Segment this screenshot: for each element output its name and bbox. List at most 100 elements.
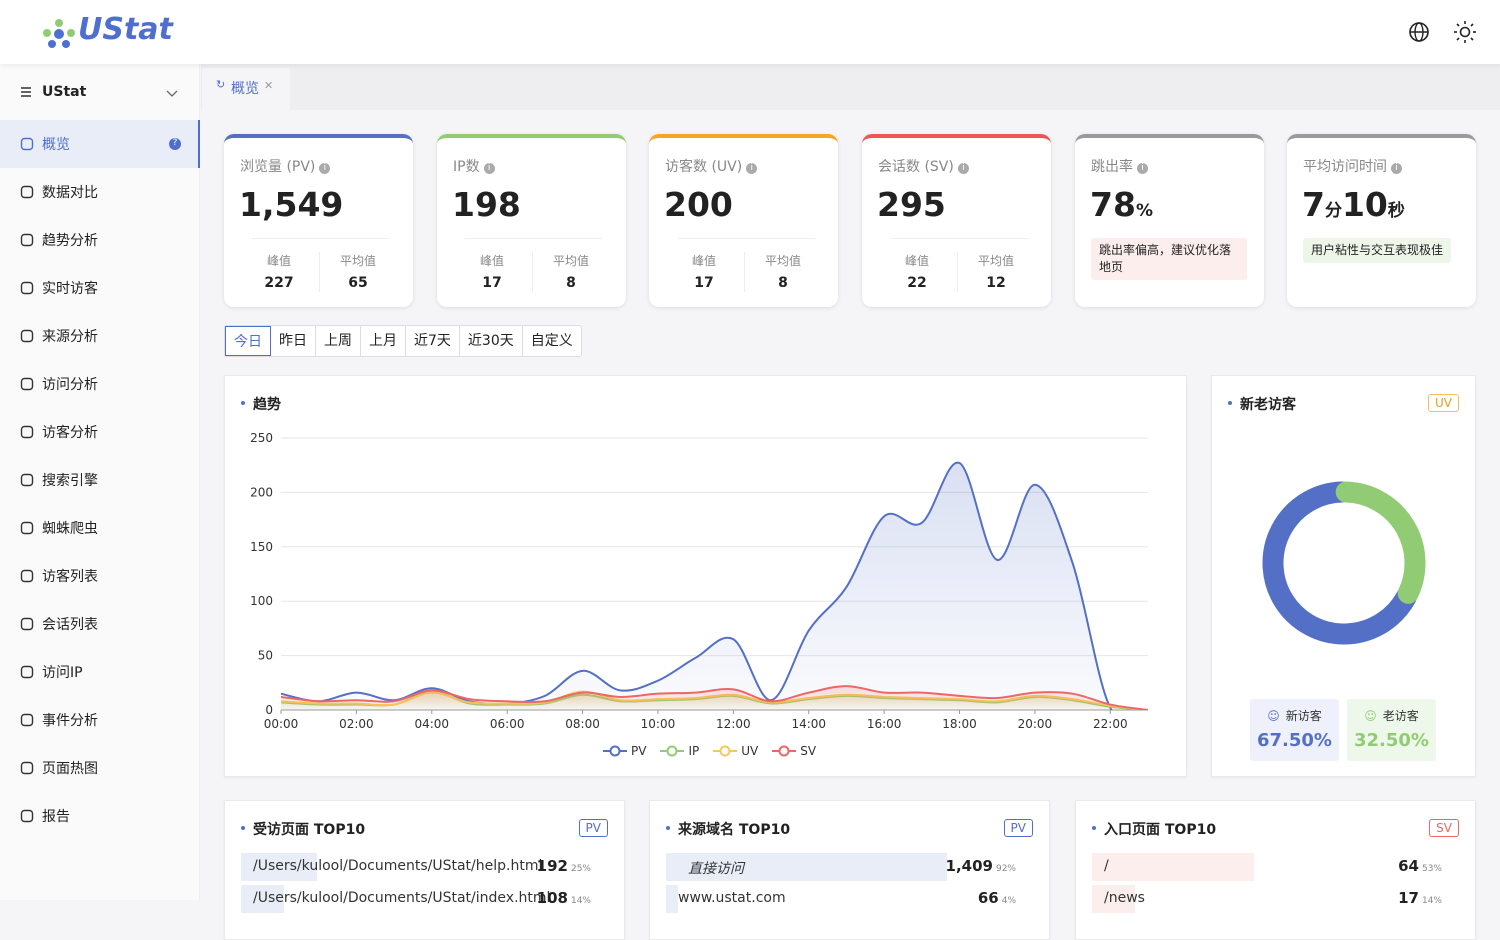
legend-item[interactable]: IP [660,744,699,758]
peak-label: 峰值 [904,254,929,268]
menu-label: 趋势分析 [42,233,98,249]
date-range-button[interactable]: 今日 [225,326,271,356]
top-row[interactable]: /news 17 14% [1092,885,1462,913]
card-title-text: 浏览量 (PV) [240,159,316,175]
visitor-percent: 32.50% [1354,730,1429,751]
card-title: IP数 i [453,156,495,176]
row-label: /Users/kulool/Documents/UStat/help.html [253,858,543,874]
visitor-panel: 新老访客 UV ☺ 新访客 67.50% ☺ 老访客 32.50% [1211,375,1476,777]
legend-label: UV [741,744,759,758]
count: 66 [977,889,999,907]
row-label: /Users/kulool/Documents/UStat/index.html [253,890,551,906]
percent-bar [241,853,318,881]
visitor-label: 新访客 [1285,709,1322,723]
menu-item[interactable]: 实时访客 [0,264,200,312]
legend-label: SV [800,744,817,758]
y-tick-label: 200 [250,485,273,499]
card-title-text: 平均访问时间 [1303,159,1387,175]
card-value: 78% [1090,185,1153,224]
avg-label: 平均值 [764,254,801,268]
menu-icon [20,809,34,823]
menu-label: 页面热图 [42,761,98,777]
peak-value: 17 [482,275,502,291]
menu-icon [20,137,34,151]
card-note: 跳出率偏高，建议优化落地页 [1091,238,1247,280]
avg-value: 8 [566,275,576,291]
count: 64 [1398,857,1419,875]
trend-panel: 趋势 0 50 100 150 200 250 00:00 02:00 04:00 06:00 08… [224,375,1187,777]
date-range-button[interactable]: 上周 [316,326,361,356]
avg-value: 65 [348,275,368,291]
row-count: 17 14% [1398,889,1442,907]
badge: PV [578,819,608,837]
divider [252,238,390,239]
x-tick-label: 12:00 [716,717,751,731]
x-tick-label: 06:00 [490,717,525,731]
card-value: 1,549 [239,185,344,224]
avg-value: 8 [778,275,788,291]
tab[interactable]: ↻ 概览 ✕ [202,68,290,110]
menu-icon [21,87,31,97]
line [281,685,1148,710]
legend-item[interactable]: SV [772,744,816,758]
count: 108 [536,889,568,907]
menu-icon [20,281,34,295]
card-note: 用户粘性与交互表现极佳 [1303,238,1452,263]
stat-card: 会话数 (SV) i 295 峰值 平均值 22 12 [862,134,1051,307]
value-number: 78 [1090,185,1136,224]
value-unit: 分 [1324,201,1342,221]
peak-label: 峰值 [479,254,504,268]
theme-button[interactable] [1454,21,1476,43]
menu-item[interactable]: 概览? [0,120,200,168]
value-number: 7 [1302,185,1325,224]
menu-item[interactable]: 事件分析 [0,696,200,744]
menu-item[interactable]: 搜索引擎 [0,456,200,504]
donut-chart [1262,481,1426,645]
menu-item[interactable]: 访客分析 [0,408,200,456]
menu-item[interactable]: 访客列表 [0,552,200,600]
menu-item[interactable]: 报告 [0,792,200,840]
top-row[interactable]: 直接访问 1,409 92% [666,853,1036,881]
y-tick-label: 150 [250,540,273,554]
top-row[interactable]: www.ustat.com 66 4% [666,885,1036,913]
legend: PV IP UV SV [603,744,816,758]
badge: PV [1003,819,1033,837]
date-range-button[interactable]: 自定义 [530,333,573,349]
date-range-button[interactable]: 昨日 [271,326,316,356]
menu-item[interactable]: 会话列表 [0,600,200,648]
x-tick-label: 22:00 [1093,717,1128,731]
count: 1,409 [945,857,993,875]
peak-label: 峰值 [691,254,716,268]
legend-item[interactable]: PV [603,744,646,758]
legend-item[interactable]: UV [713,744,758,758]
header: UStat [0,0,1500,64]
language-button[interactable] [1408,21,1430,43]
stat-card: IP数 i 198 峰值 平均值 17 8 [437,134,626,307]
menu-item[interactable]: 来源分析 [0,312,200,360]
vsep [957,252,958,292]
menu-icon [20,761,34,775]
donut-segment [1335,481,1426,604]
menu-item[interactable]: 访问IP [0,648,200,696]
tab-bar [201,64,1500,110]
info-icon: i [1137,163,1148,174]
top-row[interactable]: / 64 53% [1092,853,1462,881]
logo: UStat [78,12,173,47]
menu-item[interactable]: 趋势分析 [0,216,200,264]
card-title: 跳出率 i [1091,156,1148,176]
menu-item[interactable]: 蜘蛛爬虫 [0,504,200,552]
top-row[interactable]: /Users/kulool/Documents/UStat/index.html… [241,885,611,913]
date-range-button[interactable]: 上月 [361,326,406,356]
top-row[interactable]: /Users/kulool/Documents/UStat/help.html 1… [241,853,611,881]
menu-item[interactable]: 数据对比 [0,168,200,216]
site-selector[interactable]: UStat [0,68,200,116]
date-range-button[interactable]: 近7天 [406,326,460,356]
menu-item[interactable]: 访问分析 [0,360,200,408]
percent: 14% [1421,896,1442,906]
visitor-name: ☺ 新访客 [1267,709,1322,723]
row-label: /news [1104,890,1145,906]
card-title-text: IP数 [453,159,480,175]
date-range-button[interactable]: 近30天 [460,326,523,356]
menu-item[interactable]: 页面热图 [0,744,200,792]
